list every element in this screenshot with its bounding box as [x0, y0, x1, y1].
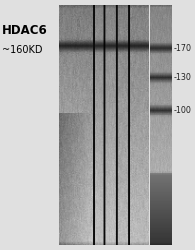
- Text: -130: -130: [174, 72, 191, 82]
- Text: HDAC6: HDAC6: [2, 24, 48, 36]
- Text: ~160KD: ~160KD: [2, 45, 43, 55]
- Text: 293: 293: [68, 9, 83, 18]
- Text: A549: A549: [94, 9, 115, 18]
- Text: -170: -170: [174, 44, 191, 53]
- Text: -100: -100: [174, 106, 191, 115]
- Text: VEC: VEC: [125, 9, 141, 18]
